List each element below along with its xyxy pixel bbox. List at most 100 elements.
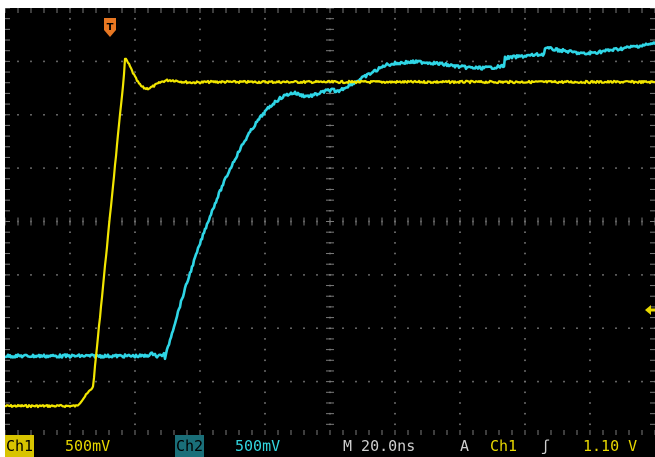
grid-dot: [589, 391, 591, 394]
grid-dot: [537, 60, 539, 63]
grid-dot: [17, 167, 19, 169]
grid-dot: [277, 380, 279, 383]
grid-dot: [511, 380, 513, 383]
grid-dot: [251, 114, 253, 116]
grid-dot: [264, 178, 266, 180]
grid-dot: [30, 274, 32, 276]
grid-dot: [69, 242, 71, 244]
grid-dot: [69, 92, 71, 95]
trigger-level-arrow-icon: [645, 305, 655, 315]
grid-dot: [199, 39, 201, 41]
grid-dot: [17, 114, 19, 116]
grid-dot: [459, 306, 461, 308]
grid-dot: [199, 306, 201, 308]
grid-dot: [589, 71, 591, 73]
grid-dot: [537, 167, 539, 169]
grid-dot: [407, 274, 409, 276]
grid-dot: [199, 231, 201, 233]
grid-dot: [199, 380, 201, 383]
grid-dot: [524, 17, 526, 20]
grid-dot: [199, 199, 201, 201]
grid-dot: [420, 114, 422, 116]
grid-dot: [589, 28, 591, 31]
grid-dot: [641, 60, 643, 63]
grid-dot: [264, 391, 266, 394]
grid-dot: [121, 60, 123, 63]
grid-dot: [134, 402, 136, 404]
grid-dot: [576, 60, 578, 63]
grid-dot: [82, 167, 84, 169]
grid-dot: [303, 60, 305, 63]
grid-dot: [134, 284, 136, 287]
grid-dot: [615, 274, 617, 276]
grid-dot: [69, 412, 71, 415]
grid-dot: [95, 167, 97, 169]
grid-dot: [446, 114, 448, 116]
grid-dot: [199, 348, 201, 351]
ch2-tag[interactable]: Ch2: [175, 435, 205, 457]
grid-dot: [498, 60, 500, 63]
grid-dot: [485, 274, 487, 276]
grid-dot: [199, 359, 201, 362]
grid-dot: [524, 402, 526, 404]
grid-dot: [134, 348, 136, 351]
grid-dot: [459, 423, 461, 426]
grid-dot: [43, 114, 45, 116]
grid-dot: [511, 60, 513, 63]
grid-dot: [628, 274, 630, 276]
grid-dot: [264, 380, 266, 383]
grid-dot: [82, 327, 84, 329]
grid-dot: [628, 60, 630, 63]
grid-dot: [147, 167, 149, 169]
grid-dot: [264, 274, 266, 276]
grid-dot: [407, 327, 409, 329]
grid-dot: [394, 124, 396, 127]
grid-dot: [524, 263, 526, 265]
trigger-mode: A: [460, 437, 470, 455]
grid-dot: [589, 242, 591, 244]
grid-dot: [550, 114, 552, 116]
grid-dot: [264, 156, 266, 159]
grid-dot: [303, 327, 305, 329]
grid-dot: [394, 146, 396, 148]
grid-dot: [394, 359, 396, 362]
grid-dot: [134, 231, 136, 233]
grid-dot: [394, 391, 396, 394]
grid-dot: [134, 370, 136, 372]
grid-dot: [459, 92, 461, 95]
grid-dot: [173, 60, 175, 63]
grid-dot: [550, 274, 552, 276]
grid-dot: [563, 167, 565, 169]
ch1-tag[interactable]: Ch1: [5, 435, 35, 457]
grid-dot: [394, 188, 396, 191]
grid-dot: [147, 327, 149, 329]
grid-dot: [485, 60, 487, 63]
grid-dot: [394, 114, 396, 116]
grid-dot: [511, 274, 513, 276]
grid-dot: [524, 156, 526, 159]
grid-dot: [225, 274, 227, 276]
grid-dot: [108, 274, 110, 276]
grid-dot: [589, 359, 591, 362]
grid-dot: [368, 274, 370, 276]
grid-dot: [446, 167, 448, 169]
grid-dot: [43, 167, 45, 169]
grid-dot: [290, 167, 292, 169]
grid-dot: [576, 114, 578, 116]
grid-dot: [446, 380, 448, 383]
grid-dot: [199, 402, 201, 404]
grid-dot: [459, 263, 461, 265]
grid-dot: [264, 210, 266, 212]
grid-dot: [472, 274, 474, 276]
grid-dot: [69, 188, 71, 191]
grid-dot: [537, 327, 539, 329]
grid-dot: [199, 71, 201, 73]
grid-dot: [264, 338, 266, 340]
grid-dot: [628, 327, 630, 329]
grid-dot: [134, 199, 136, 201]
grid-dot: [381, 274, 383, 276]
trigger-position-icon: T: [104, 18, 116, 37]
grid-dot: [199, 167, 201, 169]
grid-dot: [69, 49, 71, 52]
timebase-readout[interactable]: M 20.0ns: [343, 437, 416, 455]
